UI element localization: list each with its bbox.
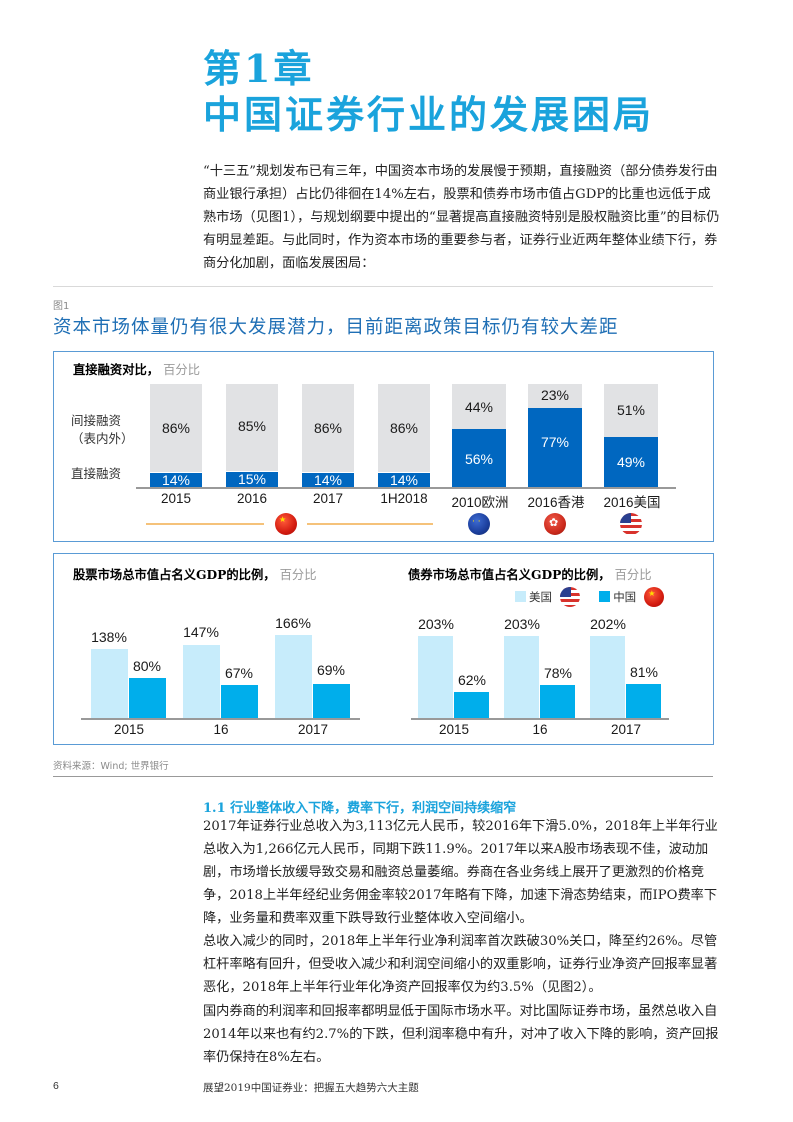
x-label: 2010欧洲 xyxy=(451,495,509,510)
bar-2016: 85% 15% xyxy=(226,384,278,487)
row-label-direct: 直接融资 xyxy=(71,466,122,481)
bar-2016-hk: 23% 77% xyxy=(528,384,582,487)
china-flag-icon xyxy=(644,586,665,607)
bar-1h2018: 86% 14% xyxy=(378,384,430,488)
stock-us-2016 xyxy=(183,645,220,718)
hongkong-flag-icon xyxy=(544,513,566,535)
market-cap-gdp-charts: 股票市场总市值占名义GDP的比例， 百分比 138% 80% 147% 67% 1… xyxy=(53,553,714,745)
bond-us-2015 xyxy=(418,636,453,718)
bond-cn-2017 xyxy=(626,684,661,718)
chapter-number: 第1章 xyxy=(203,46,315,91)
divider xyxy=(53,776,713,777)
legend-swatch-cn xyxy=(599,591,611,602)
divider xyxy=(53,286,713,287)
usa-flag-icon xyxy=(620,513,642,535)
stock-cn-2015 xyxy=(129,678,166,718)
legend: 美国 中国 xyxy=(515,586,665,607)
x-label: 1H2018 xyxy=(380,491,428,506)
bond-chart-title: 债券市场总市值占名义GDP的比例， 百分比 xyxy=(408,567,652,582)
x-label: 2017 xyxy=(312,491,344,506)
page-number: 6 xyxy=(53,1080,59,1092)
section-heading: 1.1 行业整体收入下降，费率下行，利润空间持续缩窄 xyxy=(203,801,517,816)
body-paragraph: 总收入减少的同时，2018年上半年行业净利润率首次跌破30%关口，降至约26%。… xyxy=(203,934,718,995)
x-axis xyxy=(81,718,360,720)
bond-us-2017 xyxy=(590,636,625,718)
body-paragraph: 2017年证券行业总收入为3,113亿元人民币，较2016年下滑5.0%，201… xyxy=(203,819,718,926)
china-flag-icon xyxy=(275,513,297,535)
direct-financing-chart: 直接融资对比， 百分比 间接融资 （表内外） 直接融资 86% 14% 85% 1… xyxy=(53,351,714,542)
figure-source: 资料来源：Wind; 世界银行 xyxy=(53,761,169,772)
bond-us-2016 xyxy=(504,636,539,718)
intro-paragraph: “十三五”规划发布已有三年，中国资本市场的发展慢于预期，直接融资（部分债券发行由… xyxy=(203,164,720,271)
usa-flag-icon xyxy=(560,586,581,607)
chart-title: 直接融资对比， 百分比 xyxy=(73,362,201,377)
stock-us-2015 xyxy=(91,649,128,718)
bar-2015: 86% 14% xyxy=(150,384,202,488)
body-paragraph: 国内券商的利润率和回报率都明显低于国际市场水平。对比国际证券市场，虽然总收入自2… xyxy=(203,1004,719,1065)
bar-2010-eu: 44% 56% xyxy=(452,384,506,487)
figure-title: 资本市场体量仍有很大发展潜力，目前距离政策目标仍有较大差距 xyxy=(53,317,619,338)
x-label: 2016美国 xyxy=(603,495,661,510)
chapter-title: 第1章 中国证券行业的发展困局 xyxy=(203,46,654,138)
stock-us-2017 xyxy=(275,635,312,718)
bond-cn-2015 xyxy=(454,692,489,718)
stock-cn-2016 xyxy=(221,685,258,718)
eu-flag-icon xyxy=(468,513,490,535)
china-bracket-left xyxy=(146,523,264,525)
stock-cn-2017 xyxy=(313,684,350,718)
x-label: 2016 xyxy=(236,491,268,506)
x-axis xyxy=(136,487,676,489)
x-label: 2016香港 xyxy=(527,495,585,510)
figure-number: 图1 xyxy=(53,301,70,312)
x-axis xyxy=(411,718,669,720)
china-bracket-right xyxy=(307,523,433,525)
chapter-name: 中国证券行业的发展困局 xyxy=(203,92,655,137)
footer-title: 展望2019中国证券业：把握五大趋势六大主题 xyxy=(203,1082,419,1094)
x-label: 2015 xyxy=(160,491,192,506)
legend-swatch-us xyxy=(515,591,526,602)
bar-2016-us: 51% 49% xyxy=(604,384,658,487)
stock-chart-title: 股票市场总市值占名义GDP的比例， 百分比 xyxy=(73,567,317,582)
bar-2017: 86% 14% xyxy=(302,384,354,488)
row-label-indirect: 间接融资 （表内外） xyxy=(71,413,134,446)
bond-cn-2016 xyxy=(540,685,575,718)
